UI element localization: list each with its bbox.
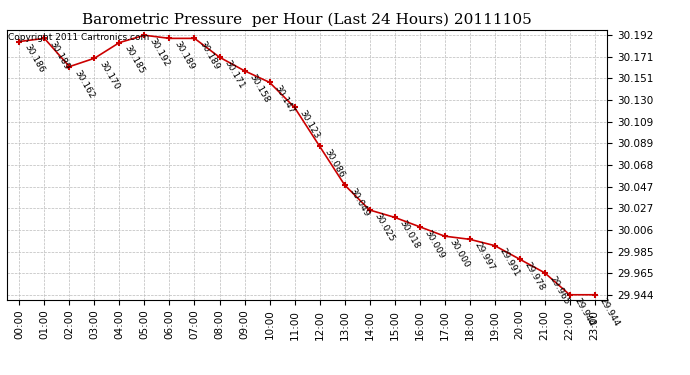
Text: 30.170: 30.170	[97, 60, 121, 92]
Text: 30.192: 30.192	[147, 37, 171, 68]
Text: 30.018: 30.018	[397, 219, 421, 251]
Text: 29.991: 29.991	[497, 247, 521, 279]
Text: 30.162: 30.162	[72, 68, 96, 100]
Text: 30.025: 30.025	[373, 211, 396, 243]
Text: 29.978: 29.978	[522, 261, 546, 292]
Text: 30.147: 30.147	[273, 84, 296, 116]
Text: 30.158: 30.158	[247, 72, 271, 104]
Text: 30.123: 30.123	[297, 109, 321, 141]
Title: Barometric Pressure  per Hour (Last 24 Hours) 20111105: Barometric Pressure per Hour (Last 24 Ho…	[82, 13, 532, 27]
Text: 30.049: 30.049	[347, 186, 371, 218]
Text: 30.000: 30.000	[447, 237, 471, 270]
Text: 30.189: 30.189	[47, 40, 71, 72]
Text: Copyright 2011 Cartronics.com: Copyright 2011 Cartronics.com	[8, 33, 149, 42]
Text: 30.186: 30.186	[22, 43, 46, 75]
Text: 30.009: 30.009	[422, 228, 446, 260]
Text: 30.189: 30.189	[197, 40, 221, 72]
Text: 30.189: 30.189	[172, 40, 196, 72]
Text: 29.965: 29.965	[547, 274, 571, 306]
Text: 29.944: 29.944	[598, 296, 621, 328]
Text: 30.171: 30.171	[222, 58, 246, 90]
Text: 29.997: 29.997	[473, 241, 496, 273]
Text: 30.185: 30.185	[122, 44, 146, 76]
Text: 29.944: 29.944	[573, 296, 596, 328]
Text: 30.086: 30.086	[322, 147, 346, 180]
